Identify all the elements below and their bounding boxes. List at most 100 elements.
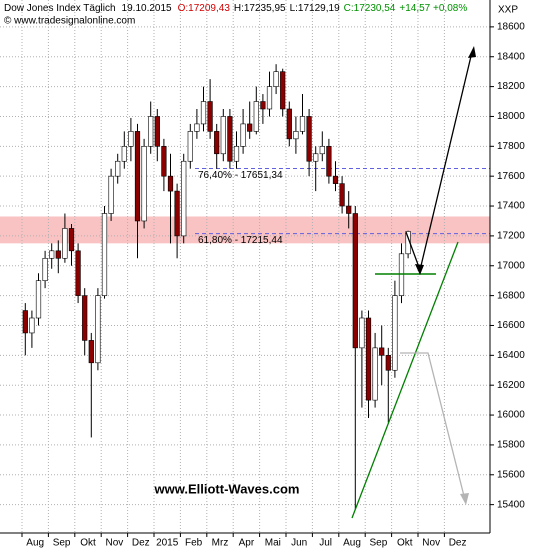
y-tick-label: 17000: [497, 260, 525, 271]
candle-body: [299, 116, 306, 132]
candle-body: [29, 317, 35, 334]
x-tick-label: Mai: [265, 538, 281, 549]
arrow-head: [415, 264, 424, 275]
candle-body: [339, 183, 345, 207]
candle-body: [101, 213, 108, 296]
candle-body: [134, 131, 141, 222]
candle-body: [260, 101, 266, 110]
x-tick-label: Nov: [106, 538, 124, 549]
x-tick-label: Apr: [239, 538, 255, 549]
candle-body: [319, 146, 325, 155]
x-tick-label: Dez: [132, 538, 150, 549]
x-tick-label: Mrz: [212, 538, 229, 549]
candle-body: [247, 123, 253, 132]
candle-body: [293, 131, 299, 140]
candle-body: [280, 71, 286, 110]
candle-body: [240, 123, 246, 147]
candle-body: [379, 347, 385, 356]
watermark: www.Elliott-Waves.com: [154, 481, 300, 496]
x-tick-label: 2015: [156, 538, 179, 549]
source: © www.tradesignalonline.com: [4, 16, 135, 27]
fib-label: 61,80% - 17215,44: [198, 235, 283, 246]
x-tick-label: Dez: [449, 538, 467, 549]
trend-line: [351, 241, 459, 519]
y-tick-label: 15600: [497, 469, 525, 480]
candle-body: [75, 250, 81, 296]
candle-body: [194, 123, 200, 132]
candle-body: [55, 250, 61, 259]
candle-body: [49, 250, 55, 259]
candle-body: [306, 116, 312, 162]
candle-body: [148, 116, 154, 147]
candle-body: [326, 146, 332, 177]
title: Dow Jones Index Täglich: [4, 3, 116, 14]
header: Dow Jones Index Täglich 19.10.2015 O:17209…: [4, 3, 467, 14]
arrow-head: [468, 46, 476, 58]
candle-body: [174, 190, 180, 237]
quote-change: +14,57 +0,08%: [399, 3, 467, 14]
candle-body: [392, 295, 398, 371]
y-tick-label: 15400: [497, 499, 525, 510]
candle-body: [207, 101, 213, 132]
y-tick-label: 18200: [497, 81, 525, 92]
candle-body: [214, 131, 220, 155]
candle-body: [121, 146, 127, 162]
candle-body: [108, 175, 114, 214]
candle-body: [161, 146, 167, 177]
y-tick-label: 17400: [497, 201, 525, 212]
candle-body: [359, 317, 365, 349]
candle-body: [227, 116, 233, 162]
y-tick-label: 16200: [497, 380, 525, 391]
candle-body: [220, 116, 226, 155]
candle-body: [42, 257, 48, 281]
candle-body: [253, 101, 259, 132]
candle-body: [181, 160, 187, 237]
date: 19.10.2015: [122, 3, 172, 14]
candle-body: [346, 205, 352, 214]
candle-body: [266, 86, 273, 110]
axis-label: XXP: [498, 5, 518, 16]
alt-arrow: [400, 352, 466, 501]
x-tick-label: Sep: [370, 538, 388, 549]
x-tick-label: Jul: [319, 538, 332, 549]
candle-body: [128, 131, 134, 147]
candle-body: [68, 228, 75, 252]
y-tick-label: 18000: [497, 111, 525, 122]
candle-body: [22, 310, 28, 334]
x-tick-label: Aug: [26, 538, 44, 549]
candle-body: [35, 280, 42, 319]
arrow-head: [460, 493, 469, 505]
candle-body: [167, 175, 174, 192]
x-tick-label: Nov: [422, 538, 440, 549]
y-tick-label: 16400: [497, 350, 525, 361]
candle-body: [273, 71, 279, 87]
candle-body: [372, 347, 378, 401]
candle-body: [154, 116, 160, 147]
candle-body: [62, 228, 68, 259]
quote-open: O:17209,43: [178, 3, 231, 14]
candle-body: [365, 317, 372, 401]
candle-body: [115, 160, 121, 177]
candle-body: [187, 131, 193, 162]
candle-body: [88, 340, 94, 364]
candle-body: [95, 295, 101, 364]
candle-body: [313, 153, 319, 162]
candle-body: [332, 175, 339, 184]
y-tick-label: 16600: [497, 320, 525, 331]
x-tick-label: Sep: [53, 538, 71, 549]
plot-area: [0, 0, 490, 533]
candle-body: [286, 108, 292, 140]
candle-body: [385, 355, 391, 371]
candle-body: [233, 146, 240, 162]
y-tick-label: 18400: [497, 51, 525, 62]
candle-body: [200, 101, 207, 125]
quote-close: C:17230,54: [344, 3, 396, 14]
x-tick-label: Aug: [343, 538, 361, 549]
candle-body: [82, 295, 88, 341]
x-tick-label: Jun: [291, 538, 307, 549]
y-tick-label: 18600: [497, 22, 525, 33]
y-tick-label: 15800: [497, 440, 525, 451]
fib-label: 76,40% - 17651,34: [198, 170, 283, 181]
x-tick-label: Feb: [185, 538, 203, 549]
